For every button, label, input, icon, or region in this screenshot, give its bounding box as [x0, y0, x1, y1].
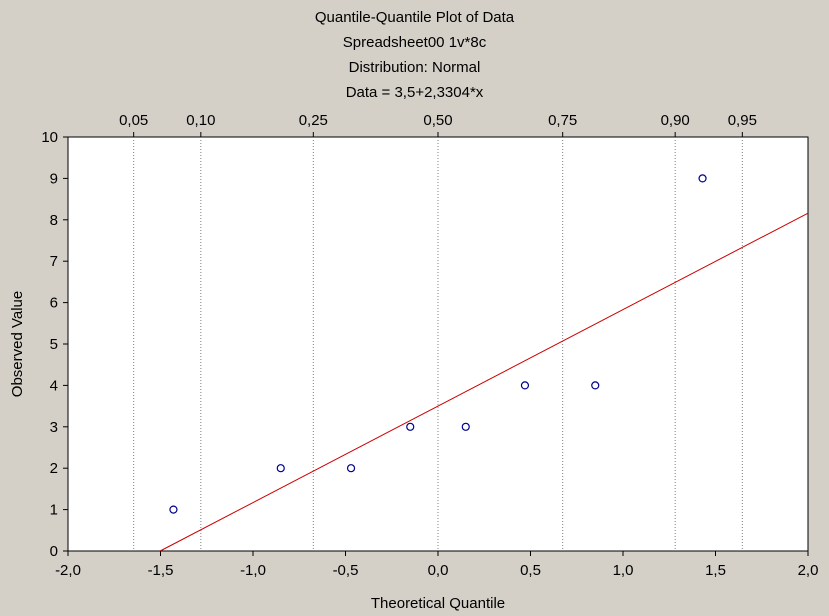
y-tick-label: 4: [50, 377, 58, 394]
y-tick-label: 8: [50, 212, 58, 229]
probability-tick-label: 0,90: [661, 112, 690, 129]
data-point: [520, 381, 530, 390]
chart-subtitle-1: Spreadsheet00 1v*8c: [342, 34, 487, 51]
y-tick-label: 2: [50, 460, 58, 477]
y-tick-label: 9: [50, 170, 58, 187]
probability-tick-label: 0,95: [728, 112, 757, 129]
x-tick-label: 2,0: [798, 562, 819, 579]
fit-line: [159, 212, 809, 552]
y-tick-label: 5: [50, 336, 58, 353]
x-tick-label: -1,0: [240, 562, 266, 579]
probability-tick-label: 0,05: [119, 112, 148, 129]
y-tick-label: 6: [50, 295, 58, 312]
data-point: [698, 174, 707, 183]
y-tick-label: 10: [41, 129, 58, 146]
data-point: [591, 381, 600, 390]
data-point: [276, 464, 285, 473]
probability-tick-label: 0,25: [299, 112, 328, 129]
y-tick-label: 3: [50, 419, 58, 436]
y-tick-label: 1: [50, 502, 58, 519]
probability-tick-label: 0,10: [186, 112, 215, 129]
y-axis-label: Observed Value: [9, 291, 26, 397]
chart-subtitle-2: Distribution: Normal: [348, 59, 481, 76]
y-tick-label: 7: [50, 253, 58, 270]
probability-grid: [133, 137, 743, 551]
x-axis-label: Theoretical Quantile: [371, 595, 505, 612]
data-point: [169, 505, 178, 514]
y-tick-label: 0: [50, 543, 58, 560]
x-tick-label: 1,0: [613, 562, 634, 579]
chart-subtitle-3: Data = 3,5+2,3304*x: [345, 84, 484, 101]
data-point: [461, 422, 470, 431]
axes: 0,05 0,10 0,25 0,50 0,75 0,90 0,95-2,0 -1,5 -1,0…: [41, 112, 818, 579]
probability-tick-label: 0,75: [548, 112, 577, 129]
x-tick-label: 0,0: [428, 562, 449, 579]
data-point: [346, 464, 356, 473]
x-tick-label: -0,5: [333, 562, 359, 579]
data-point: [406, 422, 415, 431]
probability-tick-label: 0,50: [423, 112, 452, 129]
fit-line-layer: [159, 212, 809, 552]
data-points: [169, 174, 707, 514]
x-tick-label: 0,5: [520, 562, 541, 579]
chart-title: Quantile-Quantile Plot of Data: [314, 9, 515, 26]
x-tick-label: 1,5: [705, 562, 726, 579]
x-tick-label: -2,0: [55, 562, 81, 579]
x-tick-label: -1,5: [148, 562, 174, 579]
